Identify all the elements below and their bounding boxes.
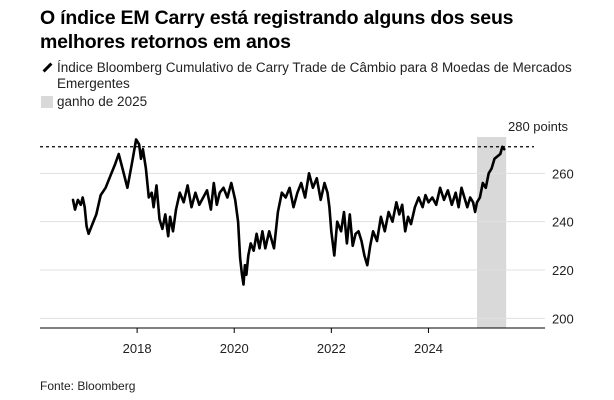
legend-shade-label: ganho de 2025 bbox=[57, 94, 148, 109]
x-tick-label: 2020 bbox=[220, 341, 249, 356]
y-tick-label: 200 bbox=[552, 311, 574, 326]
y-tick-label: 260 bbox=[552, 166, 574, 181]
y-tick-label: 220 bbox=[552, 263, 574, 278]
legend-series-label: Índice Bloomberg Cumulativo de Carry Tra… bbox=[57, 60, 572, 91]
x-tick-label: 2024 bbox=[414, 341, 443, 356]
legend: Índice Bloomberg Cumulativo de Carry Tra… bbox=[40, 60, 600, 110]
y-tick-label: 280 points bbox=[508, 119, 568, 134]
series-line bbox=[71, 138, 506, 286]
y-tick-label: 240 bbox=[552, 215, 574, 230]
legend-item-shade: ganho de 2025 bbox=[40, 94, 600, 110]
legend-item-series: Índice Bloomberg Cumulativo de Carry Tra… bbox=[40, 60, 600, 92]
source-note: Fonte: Bloomberg bbox=[40, 379, 136, 393]
x-tick-label: 2022 bbox=[317, 341, 346, 356]
shade-swatch-icon bbox=[41, 96, 53, 108]
chart-title: O índice EM Carry está registrando algun… bbox=[40, 7, 514, 53]
x-tick-label: 2018 bbox=[123, 341, 152, 356]
